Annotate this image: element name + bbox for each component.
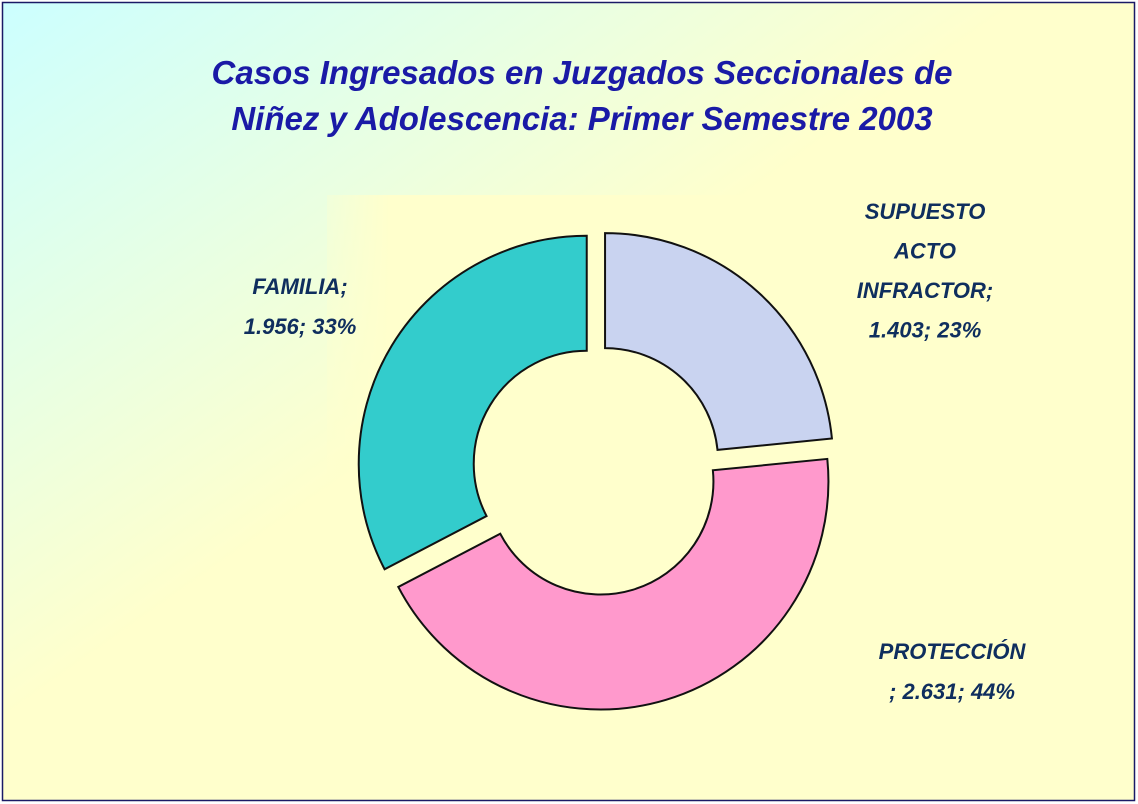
chart-title: Casos Ingresados en Juzgados Seccionales…: [212, 54, 953, 91]
donut-slice: [396, 457, 830, 711]
data-label: ACTO: [893, 238, 956, 263]
chart-title: Niñez y Adolescencia: Primer Semestre 20…: [231, 100, 932, 137]
data-label: 1.403; 23%: [869, 317, 982, 342]
data-label: 1.956; 33%: [244, 314, 357, 339]
data-label: ; 2.631; 44%: [889, 679, 1015, 704]
data-label: INFRACTOR;: [857, 278, 993, 303]
donut-slice: [357, 234, 588, 571]
data-label: FAMILIA;: [252, 274, 347, 299]
data-label: PROTECCIÓN: [879, 639, 1027, 664]
donut-slice: [604, 232, 834, 452]
data-label: SUPUESTO: [865, 199, 986, 224]
